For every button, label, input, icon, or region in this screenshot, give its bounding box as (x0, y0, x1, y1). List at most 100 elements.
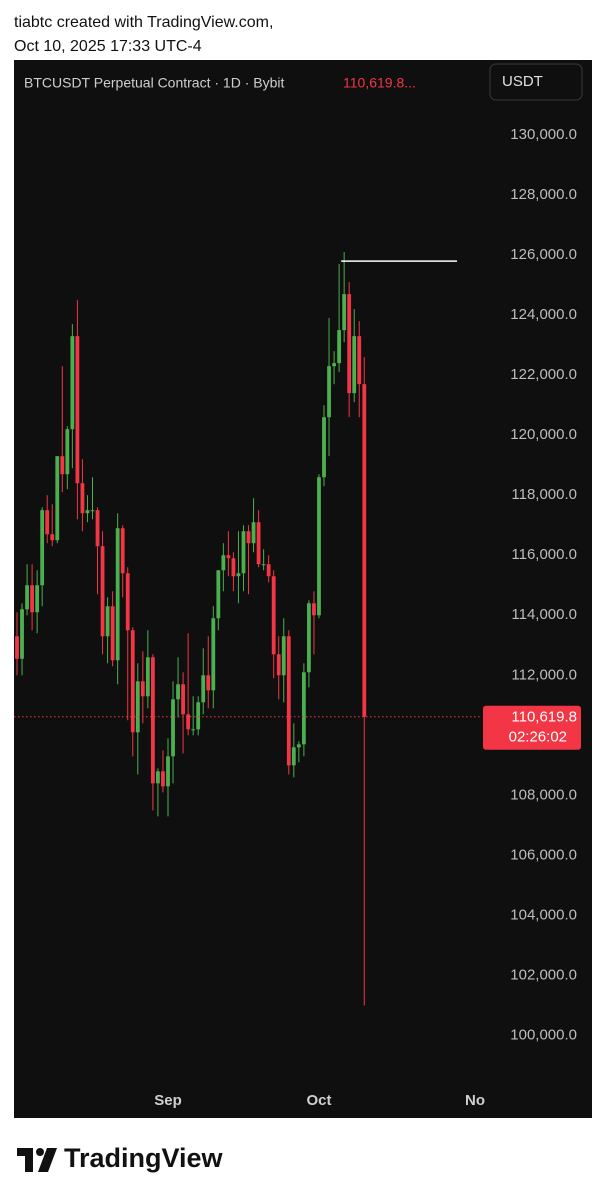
y-tick-label: 118,000.0 (511, 486, 577, 503)
candle-body (261, 564, 266, 566)
candle-body (271, 576, 276, 655)
y-tick-label: 112,000.0 (511, 666, 577, 683)
y-tick-label: 122,000.0 (510, 366, 577, 383)
chart-title: BTCUSDT Perpetual Contract · 1D · Bybit (24, 75, 284, 91)
candle-body (327, 366, 331, 418)
candle-body (25, 585, 29, 610)
candle-body (110, 606, 115, 661)
candle-body (216, 570, 221, 619)
y-tick-label: 120,000.0 (510, 426, 577, 443)
y-tick-label: 100,000.0 (510, 1026, 577, 1043)
candle-body (166, 756, 170, 787)
y-tick-label: 108,000.0 (510, 786, 577, 803)
candle-body (276, 654, 281, 676)
header-line: Oct 10, 2025 17:33 UTC-4 (14, 38, 202, 55)
candle-body (201, 675, 206, 703)
candle-body (140, 681, 145, 697)
candle-body (301, 672, 306, 745)
currency-button[interactable] (489, 63, 583, 101)
candle-body (281, 636, 286, 676)
candle-body (65, 429, 70, 475)
last-price-box (483, 705, 581, 750)
candle-body (95, 510, 100, 547)
candle-body (156, 771, 160, 784)
y-tick-label: 124,000.0 (510, 306, 577, 323)
candle-body (45, 510, 50, 535)
countdown: 02:26:02 (509, 729, 567, 746)
candle-body (241, 531, 246, 574)
plot: 100,000.0 102,000.0 104,000.0 106,000.0 108,… (14, 126, 586, 1109)
candle-body (40, 510, 45, 586)
candle-body (231, 558, 236, 577)
candle-body (135, 681, 140, 733)
logo-mark (36, 1148, 44, 1156)
candle-body (357, 336, 362, 385)
y-tick-label: 128,000.0 (510, 186, 577, 203)
candle-body (171, 699, 175, 757)
candle-body (286, 636, 291, 766)
brand: TradingView (64, 1143, 224, 1173)
candle-body (120, 528, 125, 574)
last-price-label: 110,619.8 (511, 709, 577, 726)
candle-body (60, 456, 65, 475)
candle-body (35, 585, 40, 613)
candle-body (90, 510, 95, 512)
candle-body (291, 747, 296, 766)
candle-body (312, 603, 316, 616)
candle-body (150, 657, 155, 784)
x-tick-label: No (465, 1092, 485, 1109)
candle-body (130, 630, 135, 733)
candle-body (196, 702, 201, 730)
candle-body (211, 618, 216, 691)
candle-body (15, 636, 19, 659)
y-tick-label: 104,000.0 (510, 906, 577, 923)
currency-button-label[interactable]: USDT (502, 73, 543, 90)
candle-body (55, 456, 60, 541)
x-tick-label: Oct (306, 1092, 331, 1109)
candle-body (70, 336, 75, 430)
candle-body (20, 609, 24, 659)
candle-body (80, 483, 85, 514)
header-line: tiabtc created with TradingView.com, (14, 14, 273, 31)
logo-mark (17, 1148, 33, 1172)
candle-body (206, 675, 211, 691)
candle-body (221, 555, 226, 571)
y-tick-label: 116,000.0 (511, 546, 577, 563)
y-tick-label: 114,000.0 (511, 606, 577, 623)
candle-body (100, 546, 105, 637)
x-tick-label: Sep (154, 1092, 182, 1109)
candle-body (105, 606, 110, 637)
candle-body (251, 522, 256, 544)
logo-mark (38, 1148, 57, 1172)
candle-body (30, 585, 34, 613)
title-price: 110,619.8... (343, 75, 416, 91)
tradingview-logo (17, 1148, 57, 1172)
candle-body (226, 555, 231, 559)
candle-body (322, 417, 326, 478)
candle-body (296, 744, 301, 748)
candle-body (236, 573, 241, 577)
candle-body (352, 336, 357, 394)
candle-body (115, 528, 120, 661)
candle-body (342, 294, 347, 331)
candle-body (347, 294, 352, 394)
candle-body (186, 714, 191, 730)
candle-body (307, 603, 311, 673)
candle-body (246, 531, 251, 544)
candle-body (85, 510, 90, 514)
candle-body (362, 384, 367, 717)
candle-body (332, 363, 336, 367)
candle-body (256, 522, 261, 565)
candle-body (50, 534, 55, 541)
candle-body (161, 771, 165, 787)
y-tick-label: 130,000.0 (510, 126, 577, 143)
candle-body (266, 564, 271, 577)
candle-body (337, 330, 342, 364)
candle-body (75, 336, 80, 484)
candle-body (181, 684, 185, 715)
y-tick-label: 126,000.0 (510, 246, 577, 263)
y-tick-label: 102,000.0 (510, 966, 577, 983)
candle-body (191, 729, 196, 731)
